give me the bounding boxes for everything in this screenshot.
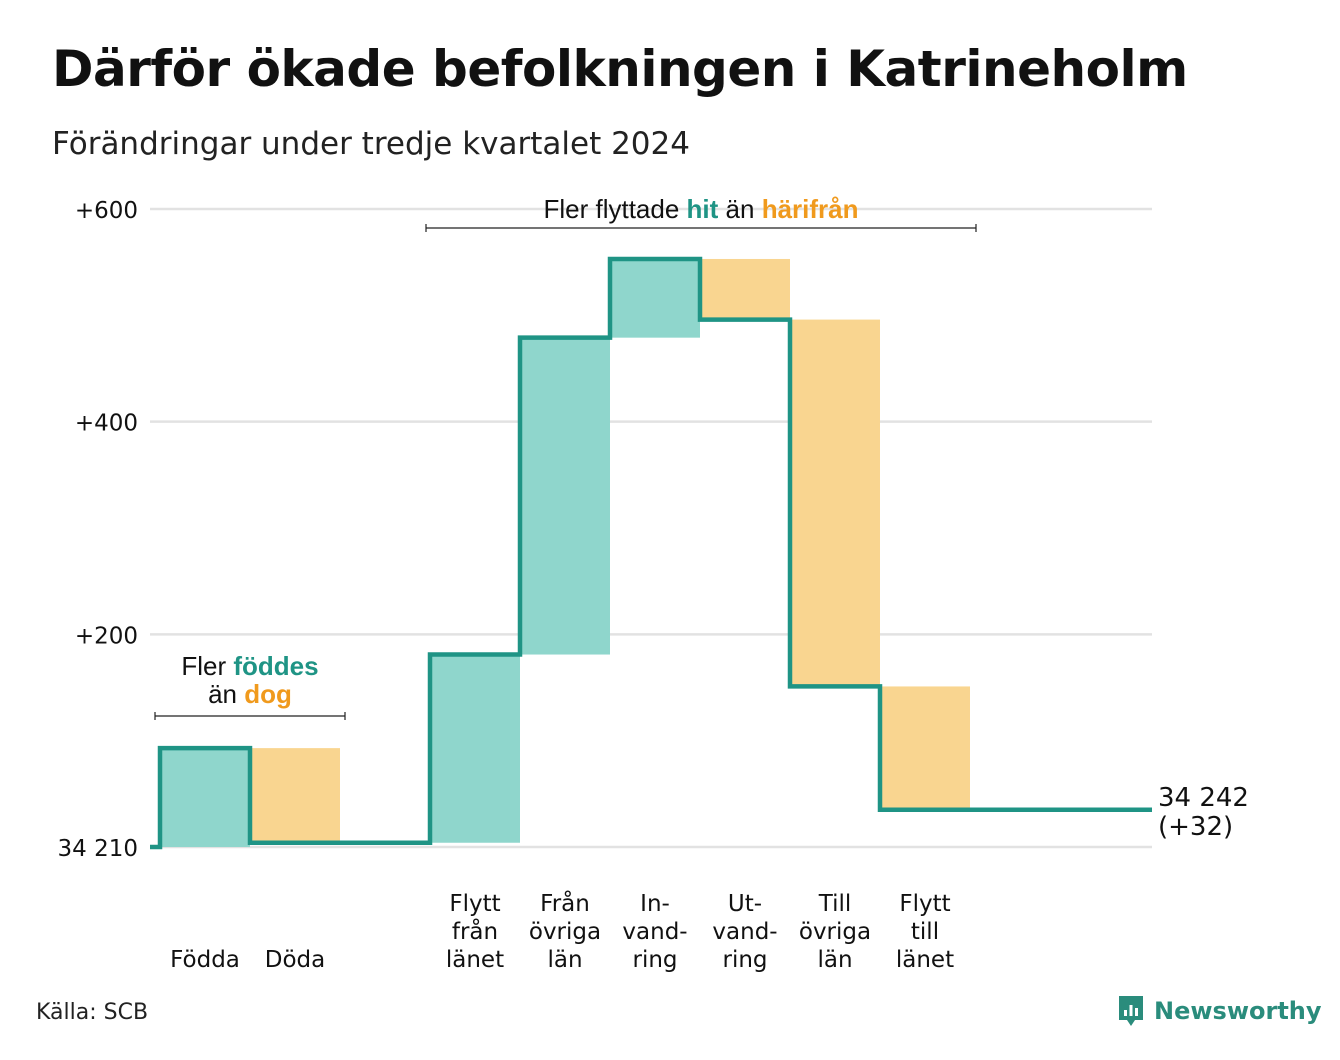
newsworthy-logo: Newsworthy: [1116, 994, 1322, 1028]
bar: [250, 748, 340, 843]
end-change-label: (+32): [1158, 812, 1233, 842]
bar: [790, 319, 880, 687]
category-label: vand-: [622, 919, 687, 945]
category-label: Flytt: [449, 891, 500, 917]
category-label: övriga: [799, 919, 871, 945]
chart-title: Därför ökade befolkningen i Katrineholm: [52, 40, 1188, 98]
category-label: övriga: [529, 919, 601, 945]
category-label: länet: [896, 947, 954, 973]
annotation-migration-part: hit: [687, 194, 719, 224]
bar: [880, 686, 970, 810]
category-label: länet: [446, 947, 504, 973]
bar: [160, 748, 250, 847]
source-note: Källa: SCB: [36, 1000, 149, 1025]
annotation-births-line1: Fler föddes: [181, 651, 318, 681]
cumulative-step-line: [150, 256, 1152, 850]
category-label: län: [547, 947, 582, 973]
category-label: till: [911, 919, 939, 945]
bar: [610, 258, 700, 338]
end-value-label: 34 242: [1158, 783, 1249, 813]
category-label: ring: [632, 947, 677, 973]
category-label: från: [452, 917, 498, 945]
annotation-migration-part: Fler flyttade: [543, 194, 686, 224]
category-label: In-: [640, 891, 670, 917]
category-label: Till: [818, 891, 852, 917]
bar: [700, 258, 790, 320]
y-tick-label: +200: [75, 623, 138, 649]
y-tick-label: +400: [75, 411, 138, 437]
annotation-migration: Fler flyttade hit än härifrån: [543, 194, 858, 224]
annotation-migration-part: än: [718, 194, 761, 224]
annotation-births-line2-part: dog: [244, 679, 292, 709]
category-label: Födda: [170, 947, 240, 973]
category-label: Flytt: [899, 891, 950, 917]
category-label: ring: [722, 947, 767, 973]
chart-subtitle: Förändringar under tredje kvartalet 2024: [52, 126, 690, 162]
category-label: Från: [540, 889, 590, 917]
bar: [520, 337, 610, 655]
category-label: vand-: [712, 919, 777, 945]
annotation-births-line2: än dog: [208, 679, 292, 709]
newsworthy-logo-icon: [1119, 996, 1143, 1026]
y-tick-label: 34 210: [58, 836, 138, 862]
category-label: län: [817, 947, 852, 973]
y-tick-label: +600: [75, 198, 138, 224]
annotation-births-line1-part: Fler: [181, 651, 233, 681]
newsworthy-logo-text: Newsworthy: [1154, 997, 1322, 1025]
annotation-births-line1-part: föddes: [233, 651, 318, 681]
category-label: Döda: [265, 947, 325, 973]
bar: [430, 654, 520, 843]
annotation-migration-part: härifrån: [762, 194, 859, 224]
annotation-births-line2-part: än: [208, 679, 244, 709]
category-label: Ut-: [728, 891, 762, 917]
